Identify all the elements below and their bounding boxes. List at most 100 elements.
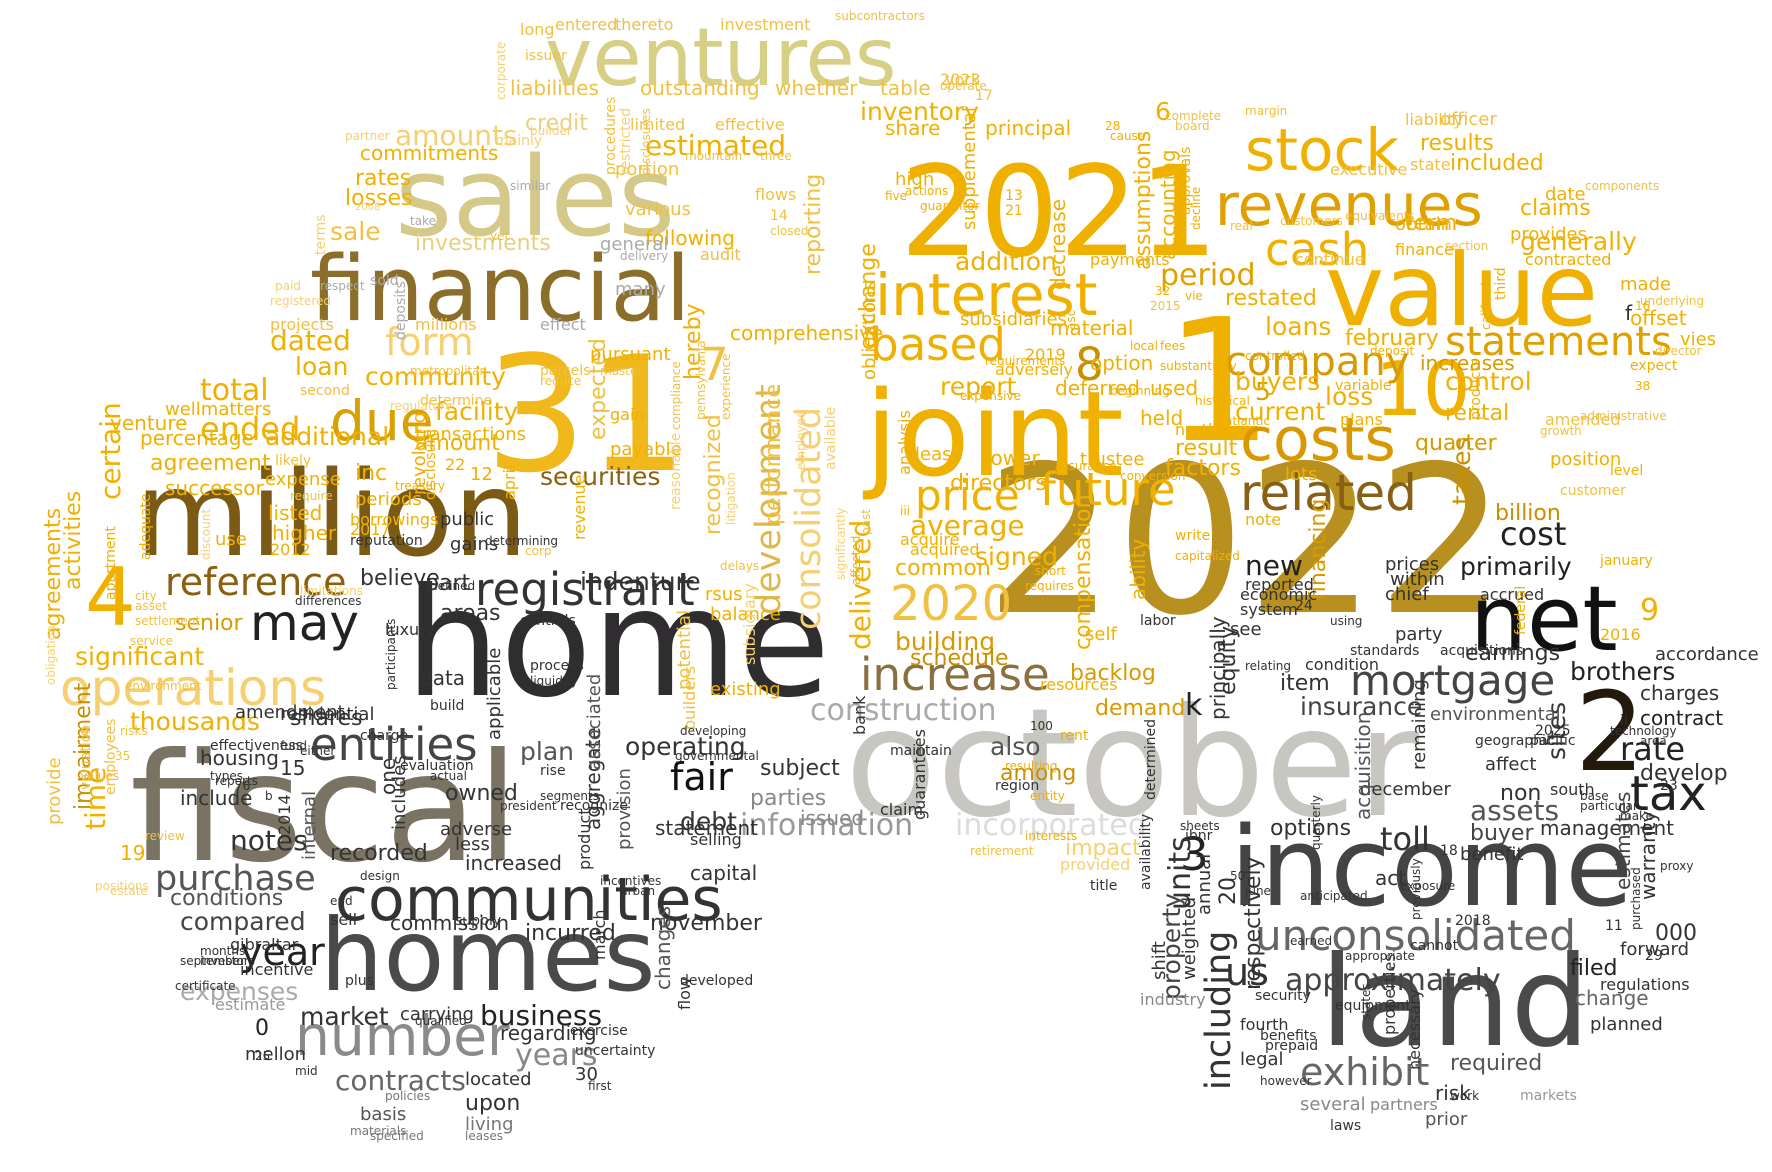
- word-0: 0: [255, 1016, 269, 1041]
- word-liabilities: liabilities: [510, 76, 599, 100]
- word-cash: cash: [1265, 223, 1369, 276]
- word-decline: decline: [1189, 187, 1203, 230]
- word-11: 11: [1605, 918, 1623, 934]
- word-expect: expect: [1630, 358, 1678, 374]
- word-determining: determining: [485, 534, 558, 548]
- word-similar: similar: [510, 179, 550, 193]
- word-whether: whether: [775, 76, 858, 100]
- word-10: 10: [1375, 345, 1470, 433]
- word-2025: 2025: [1535, 723, 1571, 739]
- word-shift: shift: [1149, 941, 1170, 980]
- word-maintain: maintain: [890, 743, 952, 759]
- word-earned: earned: [1290, 934, 1332, 948]
- word-signed: signed: [975, 542, 1058, 571]
- word-builder: builder: [530, 124, 572, 138]
- word-company: company: [1225, 339, 1409, 385]
- word-selling: selling: [690, 830, 742, 849]
- word-estimate: estimate: [215, 995, 285, 1014]
- word-following: following: [645, 226, 735, 250]
- word-regulatory: regulatory: [390, 399, 452, 413]
- word-reasonable: reasonable: [668, 433, 684, 510]
- word-basis: basis: [360, 1104, 406, 1125]
- word-related: related: [1240, 464, 1417, 522]
- word-part: part: [425, 571, 470, 596]
- word-provide: provide: [44, 757, 65, 825]
- word-gain: gain: [610, 405, 645, 424]
- word-consolidated: consolidated: [789, 407, 829, 630]
- word-environmental: environmental: [1430, 704, 1561, 725]
- word-total: total: [200, 373, 269, 408]
- word-2008: 2008: [355, 202, 380, 213]
- word-issuer: issuer: [525, 48, 567, 64]
- word-operating: operating: [625, 732, 746, 761]
- word-technology: technology: [1610, 724, 1677, 738]
- word-risks: risks: [120, 724, 148, 738]
- word-income: income: [1230, 803, 1633, 931]
- word-31: 31: [485, 321, 689, 508]
- word-exposure: exposure: [1400, 879, 1455, 893]
- word-incorporated: incorporated: [955, 808, 1147, 843]
- word-resources: resources: [1040, 675, 1118, 694]
- word-upon: upon: [465, 1091, 520, 1116]
- word-warranty: warranty: [1636, 811, 1660, 900]
- word-paid: paid: [275, 279, 301, 293]
- word-wellmatters: wellmatters: [165, 399, 271, 420]
- word-buyers: buyers: [1235, 367, 1320, 396]
- word-flows: flows: [755, 185, 796, 204]
- word-valuation: valuation: [78, 725, 94, 790]
- word-credit: credit: [525, 111, 588, 136]
- word-benefits: benefits: [1260, 1028, 1317, 1044]
- word-product: product: [575, 808, 594, 870]
- word-charges: charges: [1640, 681, 1719, 705]
- word-million: million: [135, 445, 528, 583]
- word-inventory: inventory: [860, 97, 979, 126]
- word-brothers: brothers: [1570, 657, 1675, 686]
- word-five: five: [885, 189, 907, 203]
- word-revolving: revolving: [409, 412, 430, 495]
- word-recognize: recognize: [560, 798, 628, 814]
- word-conversion: conversion: [1120, 469, 1186, 483]
- word-14: 14: [770, 208, 788, 224]
- word-city: city: [135, 589, 157, 603]
- word-common: common: [895, 556, 991, 581]
- word-variable: variable: [1335, 378, 1391, 394]
- word-building: building: [895, 627, 995, 656]
- word-segments: segments: [540, 789, 599, 803]
- word-beginning: beginning: [1110, 384, 1170, 398]
- word-short: short: [1035, 564, 1066, 578]
- word-2016: 2016: [1600, 625, 1641, 644]
- word-loans: loans: [1265, 312, 1331, 341]
- word-adequate: adequate: [138, 493, 154, 560]
- word-long: long: [520, 20, 555, 39]
- word-6: 6: [1155, 97, 1171, 126]
- word-aggregate: aggregate: [581, 727, 605, 830]
- word-mountain: mountain: [685, 149, 742, 163]
- word-primarily: primarily: [1460, 552, 1572, 581]
- word-units: units: [1163, 836, 1198, 910]
- word-terms: terms: [313, 214, 329, 255]
- word-iii: iii: [900, 504, 910, 518]
- word-administrative: administrative: [1580, 409, 1667, 423]
- word-adverse: adverse: [440, 819, 512, 840]
- word-among: among: [1000, 761, 1076, 786]
- word-12: 12: [470, 464, 493, 485]
- word-laws: laws: [1330, 1118, 1361, 1134]
- word-7: 7: [700, 338, 729, 391]
- word-growth: growth: [1540, 424, 1582, 438]
- word-real: real: [1230, 219, 1253, 233]
- word-discount: discount: [199, 509, 213, 560]
- word-generally: generally: [1520, 227, 1637, 256]
- word-2014: 2014: [275, 794, 294, 835]
- word-k: k: [1185, 688, 1203, 723]
- word-remaining: remaining: [1409, 679, 1430, 770]
- word-finance: finance: [1395, 240, 1454, 259]
- word-april: april: [500, 465, 519, 500]
- word-economic: economic: [1240, 585, 1317, 604]
- word-pennsylvania: pennsylvania: [694, 340, 708, 420]
- word-defined: defined: [430, 579, 475, 593]
- word-including: including: [1199, 931, 1239, 1090]
- word-2019: 2019: [1025, 345, 1066, 364]
- word-20: 20: [1216, 877, 1241, 905]
- word-change: change: [1575, 986, 1649, 1010]
- word-anticipated: anticipated: [1300, 889, 1368, 903]
